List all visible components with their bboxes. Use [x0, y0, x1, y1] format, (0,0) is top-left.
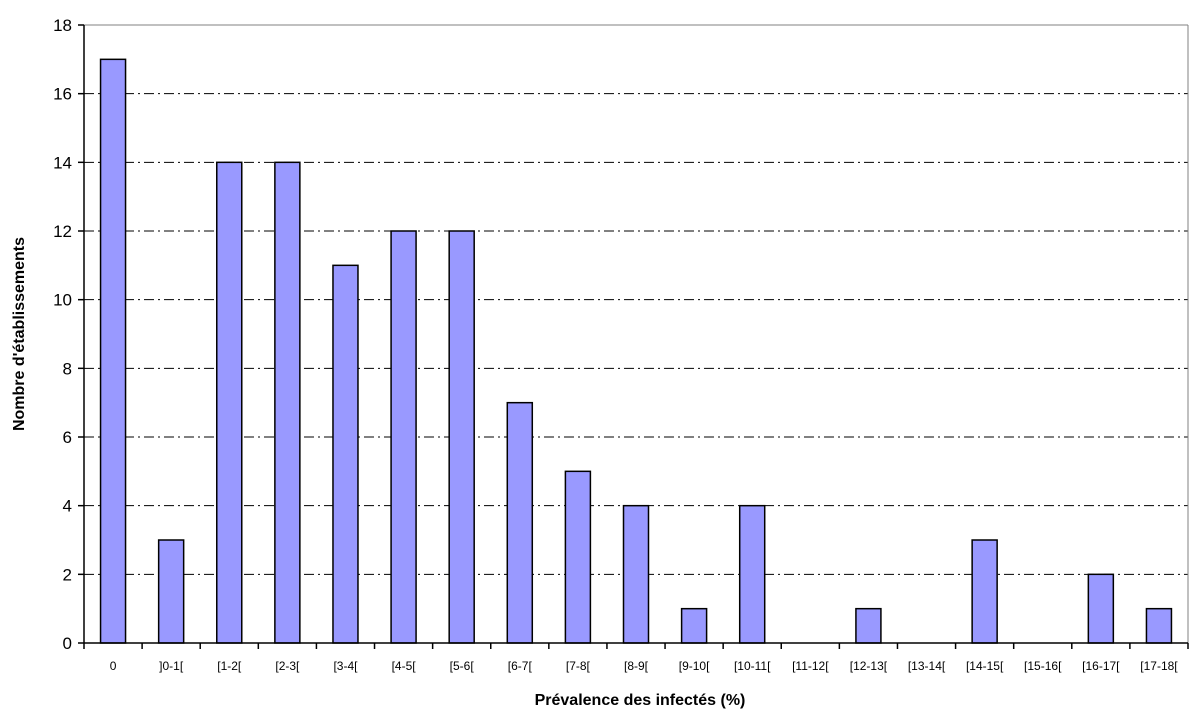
bar-4 — [332, 264, 359, 644]
y-tick-label: 6 — [63, 428, 72, 447]
bar-9 — [622, 504, 650, 644]
y-tick-label: 0 — [63, 634, 72, 653]
x-tick-label: [14-15[ — [966, 659, 1004, 673]
y-tick-label: 8 — [63, 359, 72, 378]
x-axis-title: Prévalence des infectés (%) — [535, 692, 746, 709]
bar-10 — [680, 607, 708, 644]
y-tick-label: 10 — [53, 291, 72, 310]
y-tick-label: 2 — [63, 565, 72, 584]
x-tick-label: 0 — [110, 659, 117, 673]
x-tick-label: [3-4[ — [333, 659, 358, 673]
bar-18 — [1145, 607, 1173, 644]
x-tick-label: [1-2[ — [217, 659, 242, 673]
y-tick-label: 16 — [53, 85, 72, 104]
x-tick-label: [5-6[ — [450, 659, 475, 673]
y-tick-label: 4 — [63, 497, 72, 516]
bar-11 — [738, 504, 766, 644]
x-tick-label: ]0-1[ — [159, 659, 184, 673]
x-tick-label: [9-10[ — [679, 659, 710, 673]
x-tick-label: [10-11[ — [734, 659, 771, 673]
y-axis-title: Nombre d'établissements — [11, 237, 28, 431]
bar-2 — [216, 161, 243, 644]
bar-5 — [390, 230, 417, 644]
bar-13 — [855, 607, 882, 644]
x-tick-label: [7-8[ — [566, 659, 591, 673]
bar-7 — [506, 401, 534, 644]
x-tick-label: [8-9[ — [624, 659, 649, 673]
bar-17 — [1087, 573, 1115, 644]
axes — [78, 24, 1189, 649]
bar-1 — [157, 539, 185, 644]
x-tick-label: [2-3[ — [275, 659, 300, 673]
bar-8 — [564, 470, 592, 644]
x-tick-label: [11-12[ — [792, 659, 829, 673]
x-tick-label: [16-17[ — [1082, 659, 1120, 673]
y-tick-labels: 0 2 4 6 8 10 12 14 16 18 — [53, 16, 72, 653]
x-tick-label: [15-16[ — [1024, 659, 1062, 673]
y-tick-label: 14 — [53, 153, 72, 172]
x-tick-label: [12-13[ — [850, 659, 888, 673]
x-tick-labels: 0 ]0-1[ [1-2[ [2-3[ [3-4[ [4-5[ [5-6[ [6-7[ [7-8… — [110, 659, 1179, 673]
x-tick-label: [4-5[ — [392, 659, 417, 673]
y-tick-label: 12 — [53, 222, 72, 241]
bar-0 — [99, 58, 127, 644]
x-tick-label: [17-18[ — [1140, 659, 1178, 673]
bar-3 — [274, 161, 301, 644]
bar-6 — [448, 230, 475, 644]
x-tick-label: [13-14[ — [908, 659, 946, 673]
y-tick-label: 18 — [53, 16, 72, 35]
bar-15 — [971, 539, 998, 644]
x-tick-label: [6-7[ — [508, 659, 533, 673]
bars — [99, 58, 1173, 644]
gridlines — [84, 93, 1188, 575]
